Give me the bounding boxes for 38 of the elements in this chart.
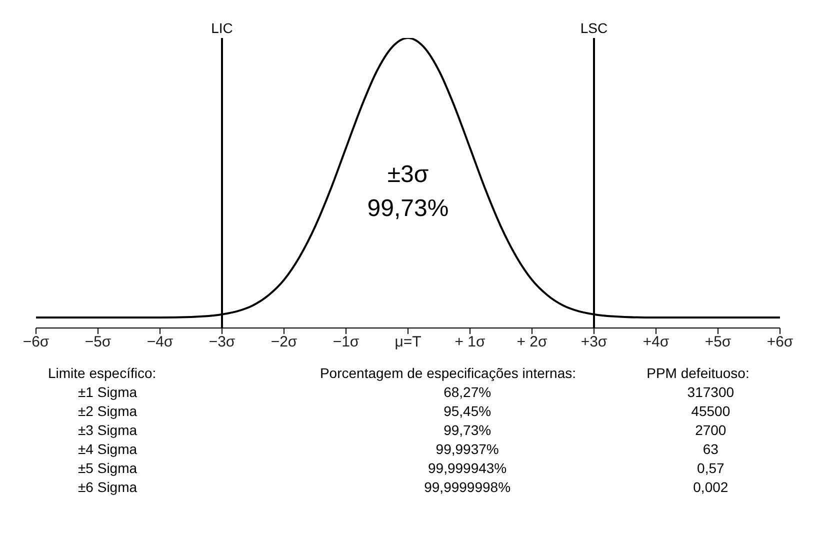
text: ±5 Sigma bbox=[77, 459, 138, 478]
text: 0,57 bbox=[696, 459, 726, 478]
text: 68,27% bbox=[442, 383, 492, 402]
x-tick-label: −5σ bbox=[84, 334, 112, 351]
text: PPM defeituoso: bbox=[646, 364, 750, 383]
text: Limite específico: bbox=[47, 364, 158, 383]
text: ±1 Sigma bbox=[77, 383, 138, 402]
x-tick-label: −2σ bbox=[270, 334, 298, 351]
ref-line-label: LSC bbox=[580, 20, 608, 36]
text: Porcentagem de especificações internas: bbox=[318, 364, 578, 383]
x-tick-label: −3σ bbox=[208, 334, 236, 351]
x-tick-label: +5σ bbox=[704, 334, 732, 351]
x-tick-label: μ=T bbox=[394, 334, 422, 351]
annotation: 99,73% bbox=[366, 194, 450, 224]
text: ±4 Sigma bbox=[77, 440, 138, 459]
annotation: ±3σ bbox=[386, 160, 430, 190]
text: 99,9999998% bbox=[423, 478, 512, 497]
x-tick-label: +6σ bbox=[766, 334, 794, 351]
text: 95,45% bbox=[442, 402, 492, 421]
text: 99,9937% bbox=[434, 440, 500, 459]
text: 0,002 bbox=[692, 478, 730, 497]
text: 99,73% bbox=[442, 421, 492, 440]
text: ±2 Sigma bbox=[77, 402, 138, 421]
text: 45500 bbox=[690, 402, 732, 421]
ref-line-label: LIC bbox=[211, 20, 233, 36]
x-tick-label: −6σ bbox=[22, 334, 50, 351]
x-tick-label: + 2σ bbox=[516, 334, 548, 351]
text: 99,999943% bbox=[427, 459, 508, 478]
x-tick-label: +3σ bbox=[580, 334, 608, 351]
text: 63 bbox=[702, 440, 720, 459]
text: ±6 Sigma bbox=[77, 478, 138, 497]
x-tick-label: −1σ bbox=[332, 334, 360, 351]
x-tick-label: + 1σ bbox=[454, 334, 486, 351]
text: 2700 bbox=[694, 421, 728, 440]
text: 317300 bbox=[686, 383, 736, 402]
x-tick-label: +4σ bbox=[642, 334, 670, 351]
x-tick-label: −4σ bbox=[146, 334, 174, 351]
text: ±3 Sigma bbox=[77, 421, 138, 440]
